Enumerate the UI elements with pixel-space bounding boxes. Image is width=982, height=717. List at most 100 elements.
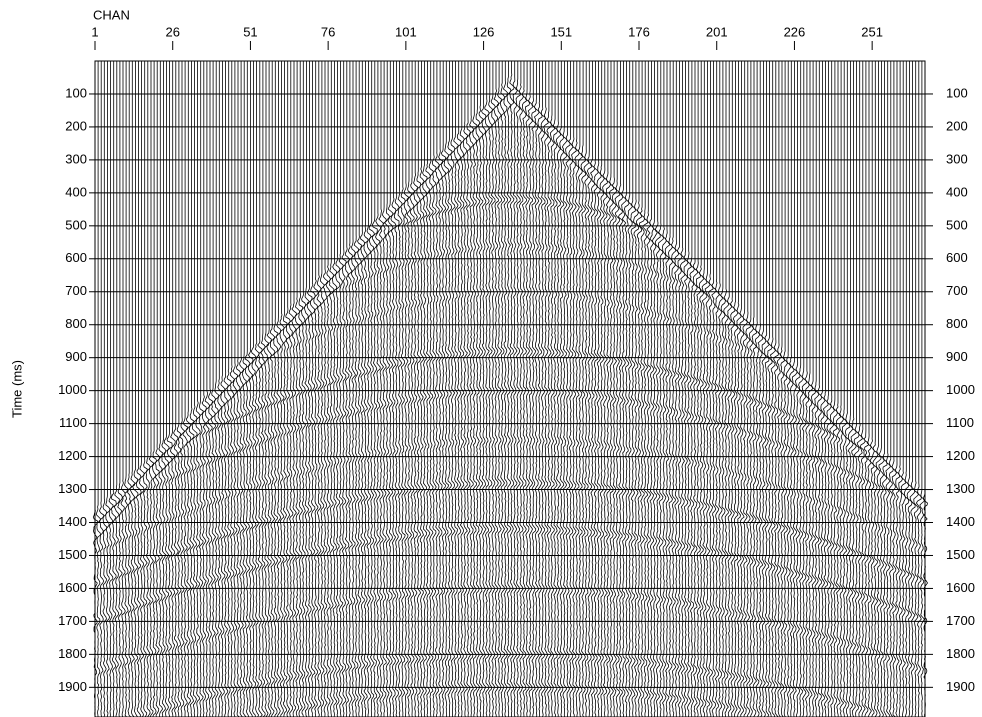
trace: [561, 61, 568, 717]
trace: [757, 61, 764, 717]
trace: [477, 61, 484, 717]
trace: [341, 61, 347, 717]
trace: [553, 61, 559, 717]
trace: [316, 61, 322, 717]
trace: [786, 61, 792, 717]
trace: [885, 61, 891, 717]
trace: [419, 61, 425, 717]
trace: [826, 61, 832, 717]
trace: [306, 61, 313, 717]
trace: [226, 61, 232, 717]
trace: [820, 61, 826, 717]
trace: [801, 61, 807, 717]
x-tick-label: 26: [165, 24, 179, 39]
trace: [248, 61, 254, 717]
trace: [425, 61, 431, 717]
trace: [642, 61, 649, 717]
trace: [108, 61, 114, 717]
y-tick-label-right: 1500: [946, 547, 975, 562]
trace: [105, 61, 111, 717]
trace: [608, 61, 614, 717]
trace: [651, 61, 658, 717]
trace: [176, 61, 182, 717]
trace: [151, 61, 158, 717]
trace: [195, 61, 201, 717]
trace: [835, 61, 841, 717]
trace: [583, 61, 590, 717]
y-tick-label: 500: [65, 217, 87, 232]
y-tick-label-right: 200: [946, 118, 968, 133]
trace: [683, 61, 689, 717]
trace: [353, 61, 360, 717]
trace: [596, 61, 602, 717]
trace: [96, 61, 102, 717]
plot-frame: [94, 60, 926, 717]
trace: [518, 61, 524, 717]
trace: [689, 61, 695, 717]
trace: [789, 61, 795, 717]
trace: [244, 61, 251, 717]
trace: [882, 61, 888, 717]
y-tick-label-right: 1400: [946, 514, 975, 529]
trace: [804, 61, 810, 717]
trace: [909, 61, 916, 717]
trace: [201, 61, 207, 717]
trace: [210, 61, 217, 717]
trace: [586, 61, 593, 717]
trace: [440, 61, 447, 717]
y-tick-label: 700: [65, 283, 87, 298]
trace: [468, 61, 475, 717]
trace: [499, 61, 506, 717]
trace: [282, 61, 288, 717]
trace: [636, 61, 642, 717]
trace: [422, 61, 428, 717]
trace: [335, 61, 341, 717]
trace: [496, 61, 503, 717]
trace: [751, 61, 758, 717]
trace: [403, 61, 409, 717]
trace: [459, 61, 465, 717]
trace: [232, 61, 238, 717]
trace: [888, 61, 894, 717]
y-tick-label: 1800: [58, 646, 87, 661]
trace: [822, 61, 829, 717]
trace: [135, 61, 142, 717]
trace: [605, 61, 611, 717]
trace: [325, 61, 332, 717]
trace: [761, 61, 767, 717]
trace: [378, 61, 385, 717]
trace: [614, 61, 621, 717]
trace: [754, 61, 761, 717]
trace: [593, 61, 599, 717]
trace: [220, 61, 226, 717]
y-tick-label-right: 900: [946, 349, 968, 364]
trace: [363, 61, 369, 717]
y-tick-label-right: 1900: [946, 679, 975, 694]
x-tick-label: 51: [243, 24, 257, 39]
trace: [686, 61, 692, 717]
trace: [98, 61, 105, 717]
x-tick-label: 1: [91, 24, 98, 39]
trace: [577, 61, 583, 717]
trace: [898, 61, 904, 717]
trace: [674, 61, 680, 717]
trace: [163, 61, 170, 717]
trace: [670, 61, 677, 717]
trace: [120, 61, 126, 717]
trace: [503, 61, 509, 717]
trace: [739, 61, 745, 717]
trace: [533, 61, 540, 717]
trace: [524, 61, 531, 717]
y-tick-label: 1100: [59, 415, 87, 430]
trace: [748, 61, 754, 717]
trace: [272, 61, 279, 717]
trace: [571, 61, 577, 717]
trace: [654, 61, 661, 717]
trace: [166, 61, 173, 717]
trace: [692, 61, 698, 717]
trace: [527, 61, 534, 717]
trace: [375, 61, 381, 717]
trace: [549, 61, 555, 717]
trace: [559, 61, 565, 717]
x-tick-label: 101: [395, 24, 417, 39]
